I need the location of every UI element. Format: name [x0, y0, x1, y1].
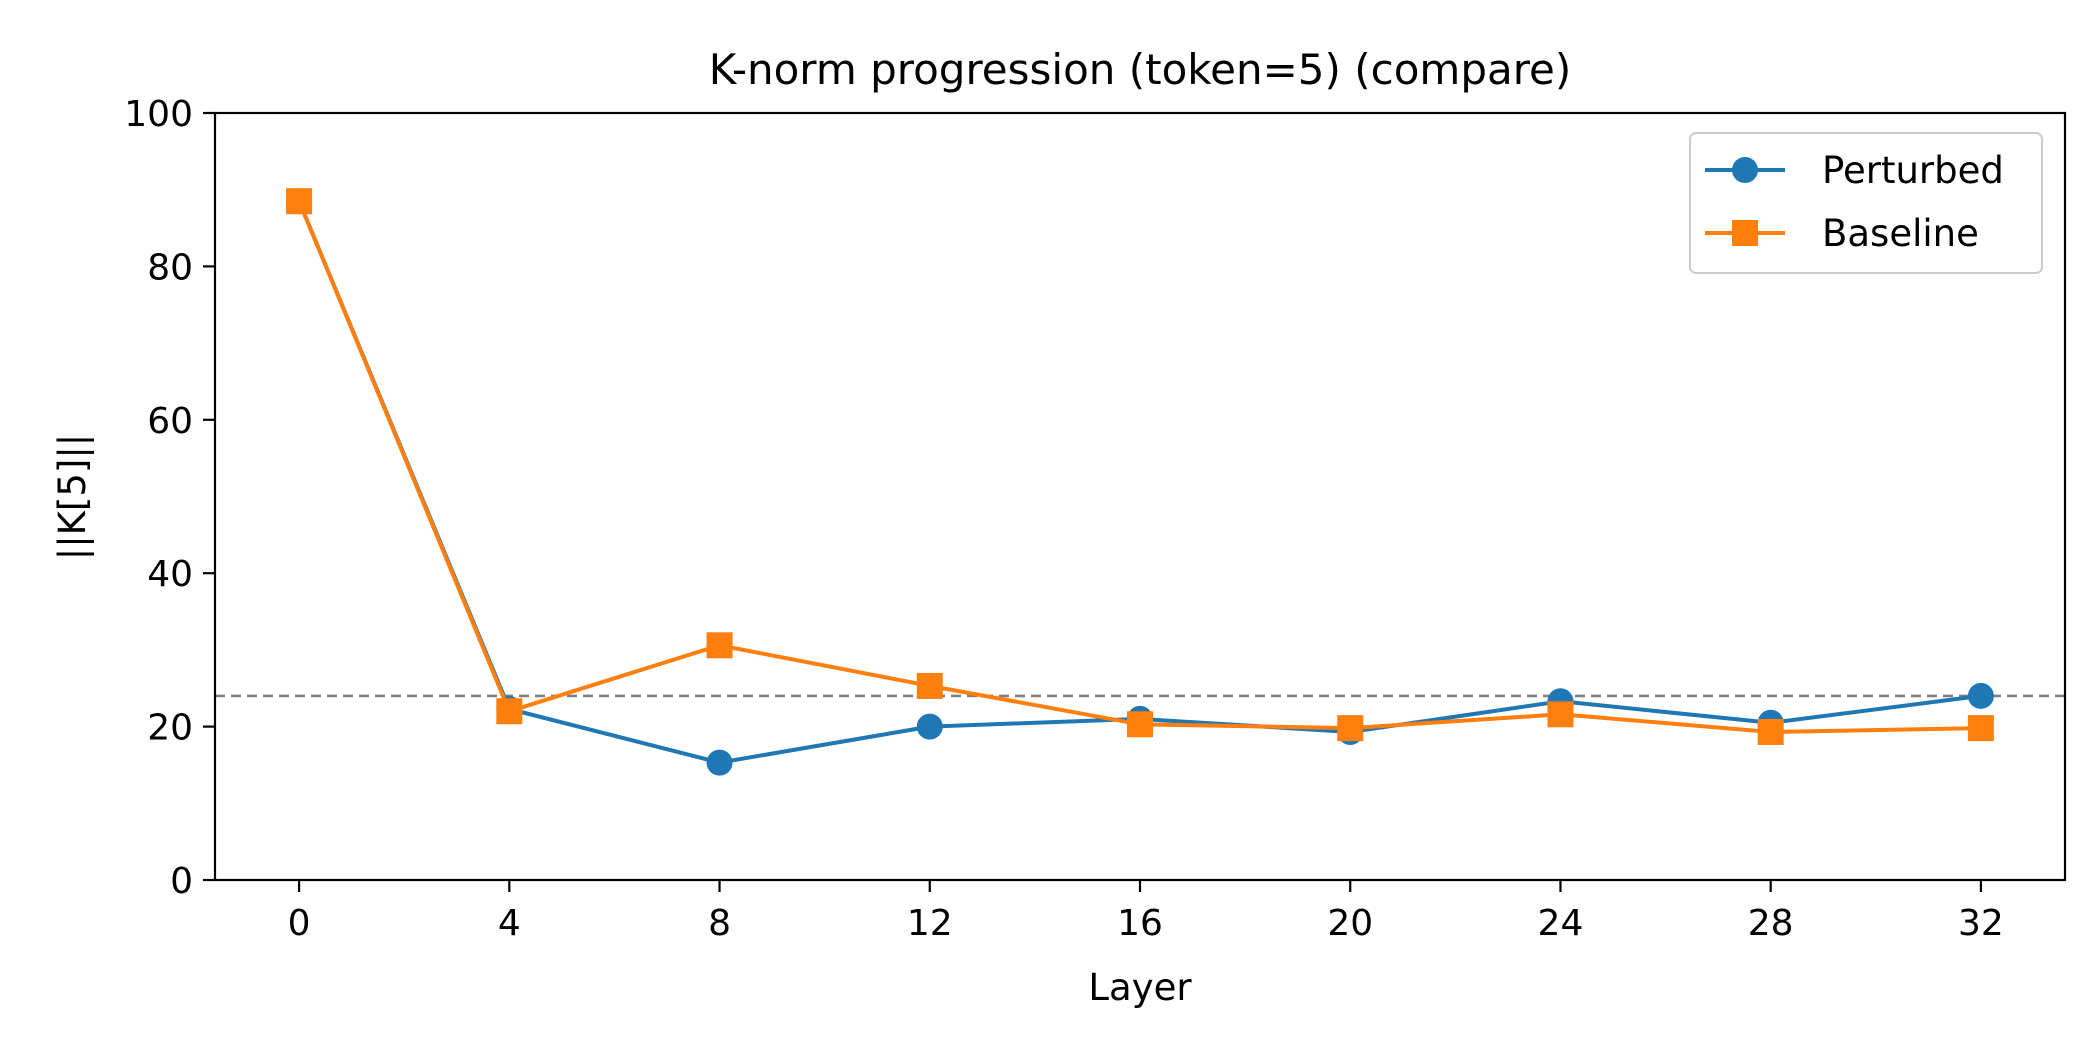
- data-point: [706, 632, 733, 659]
- data-point: [916, 713, 943, 740]
- legend-label: Baseline: [1822, 212, 1979, 255]
- x-tick-label: 4: [498, 903, 521, 944]
- legend-entries: Perturbed Baseline: [1705, 149, 2004, 255]
- x-axis-label: Layer: [1088, 966, 1192, 1009]
- y-tick-label: 60: [147, 401, 193, 442]
- x-tick-label: 16: [1117, 903, 1163, 944]
- y-axis: 0 20 40 60 80 100: [124, 94, 215, 902]
- data-point: [1757, 718, 1784, 745]
- chart-title: K-norm progression (token=5) (compare): [709, 45, 1572, 94]
- data-point: [1337, 715, 1364, 742]
- y-tick-label: 0: [170, 861, 193, 902]
- data-point: [1127, 711, 1153, 738]
- x-tick-label: 24: [1538, 903, 1584, 944]
- y-tick-label: 40: [147, 554, 193, 595]
- data-point: [1967, 682, 1994, 709]
- data-point: [286, 188, 313, 215]
- data-point: [916, 672, 943, 699]
- legend-marker: [1732, 157, 1758, 183]
- x-tick-label: 12: [907, 903, 953, 944]
- series-baseline: [286, 188, 1994, 745]
- series-layer: [286, 188, 1994, 776]
- y-tick-label: 100: [124, 94, 193, 135]
- x-axis: 0 4 8 12 16 20 24 28 32: [288, 880, 2004, 944]
- data-point: [1547, 701, 1574, 728]
- y-axis-label: ||K[5]||: [51, 434, 94, 561]
- data-point: [1967, 715, 1994, 742]
- x-tick-label: 28: [1748, 903, 1794, 944]
- data-point: [706, 749, 733, 776]
- x-tick-label: 20: [1327, 903, 1373, 944]
- legend: Perturbed Baseline: [1689, 132, 2043, 274]
- y-tick-label: 20: [147, 708, 193, 749]
- x-tick-label: 0: [288, 903, 311, 944]
- legend-label: Perturbed: [1822, 149, 2004, 192]
- x-tick-label: 32: [1958, 903, 2004, 944]
- x-tick-label: 8: [708, 903, 731, 944]
- legend-marker: [1732, 220, 1758, 246]
- data-point: [496, 698, 523, 725]
- y-tick-label: 80: [147, 247, 193, 288]
